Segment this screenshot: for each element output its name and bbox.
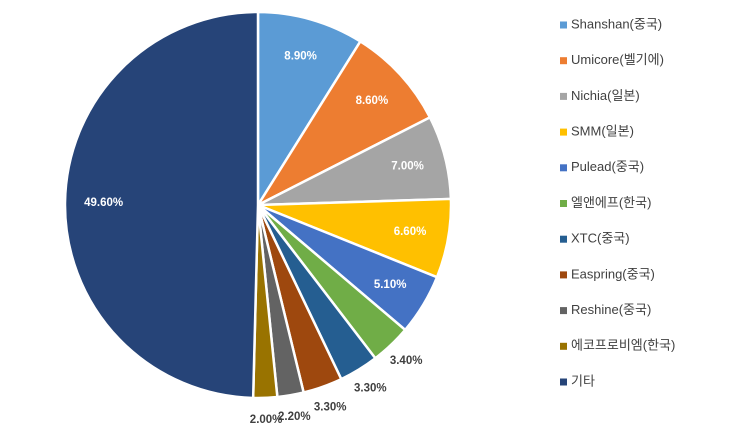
data-label: 49.60% (84, 197, 123, 209)
data-label: 6.60% (394, 226, 427, 238)
legend-label: Nichia(일본) (571, 88, 640, 103)
legend-marker (560, 128, 567, 136)
pie-slice (63, 10, 260, 400)
legend-label: 엘앤에프(한국) (571, 195, 651, 210)
legend-label: Umicore(벨기에) (571, 52, 664, 67)
legend-marker (560, 271, 567, 279)
legend-marker (560, 164, 567, 172)
legend-label: Shanshan(중국) (571, 16, 662, 31)
legend-marker (560, 235, 567, 243)
legend-marker (560, 21, 567, 29)
data-label: 2.20% (278, 411, 311, 423)
data-label: 7.00% (391, 161, 424, 173)
pie-slice (254, 39, 432, 209)
legend-label: 기타 (571, 373, 595, 388)
pie-slice (256, 10, 363, 210)
data-label: 3.30% (354, 382, 387, 394)
legend-marker (560, 200, 567, 207)
legend-label: 에코프로비엠(한국) (571, 338, 675, 353)
data-label: 8.90% (284, 51, 317, 63)
legend-marker (560, 342, 567, 350)
data-label: 5.10% (374, 279, 407, 291)
legend-marker (560, 57, 567, 65)
data-label: 8.60% (356, 95, 389, 107)
legend-label: Reshine(중국) (571, 302, 651, 317)
legend-label: Easpring(중국) (571, 266, 655, 281)
data-label: 2.00% (250, 414, 283, 426)
data-label: 3.40% (390, 355, 423, 367)
legend-label: XTC(중국) (571, 231, 630, 246)
legend-marker (560, 307, 567, 315)
legend-marker (560, 92, 567, 100)
legend-label: Pulead(중국) (571, 159, 644, 174)
legend-label: SMM(일본) (571, 124, 634, 139)
data-label: 3.30% (314, 402, 347, 414)
legend-marker (560, 378, 567, 386)
